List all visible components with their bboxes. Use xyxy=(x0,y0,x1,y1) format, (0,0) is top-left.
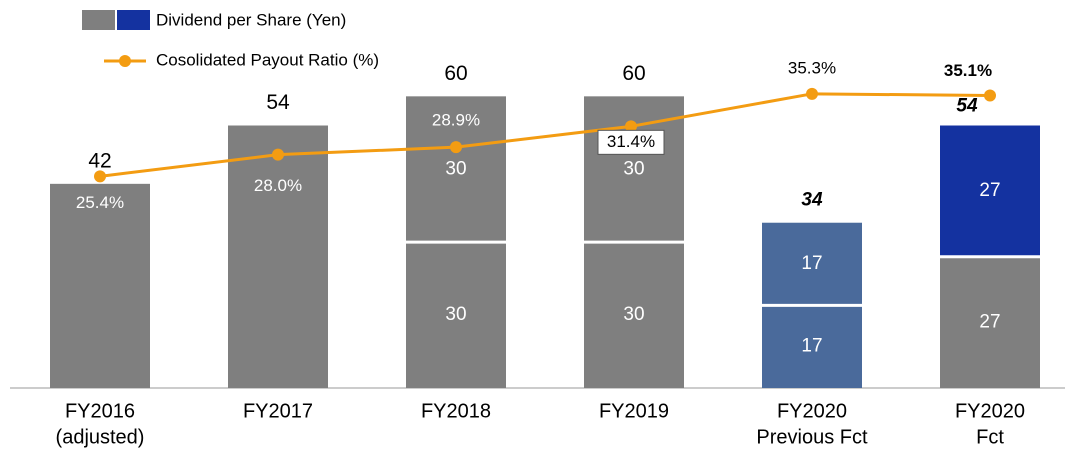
bar-segment xyxy=(50,183,150,388)
x-tick-label: Previous Fct xyxy=(756,426,868,448)
x-tick-label: FY2020 xyxy=(955,400,1025,422)
segment-label: 30 xyxy=(445,304,466,325)
total-label: 60 xyxy=(622,62,645,85)
label-box xyxy=(597,129,665,155)
legend-swatch xyxy=(82,10,115,30)
legend-label: Dividend per Share (Yen) xyxy=(156,10,346,29)
legend-swatch xyxy=(117,10,150,30)
segment-label: 30 xyxy=(445,158,466,179)
line xyxy=(99,92,991,178)
x-tick-label: (adjusted) xyxy=(56,426,145,448)
line-point xyxy=(806,87,818,100)
line-label: 28.0% xyxy=(254,176,302,195)
x-tick-label: FY2020 xyxy=(777,400,847,422)
x-tick-label: FY2017 xyxy=(243,400,313,422)
line-label: 28.9% xyxy=(432,111,480,130)
bar-segment xyxy=(406,242,506,388)
segment-label: 30 xyxy=(623,158,644,179)
line-label: 31.4% xyxy=(607,132,655,151)
x-tick-label: Fct xyxy=(976,426,1004,448)
line-point xyxy=(94,170,106,183)
segment-label: 27 xyxy=(979,180,1000,201)
x-tick-label: FY2018 xyxy=(421,400,491,422)
bar-segment xyxy=(584,242,684,388)
bar-segment xyxy=(762,222,862,306)
line-point xyxy=(984,89,996,102)
total-label: 54 xyxy=(956,96,978,117)
total-label: 42 xyxy=(88,149,111,172)
bar-segment xyxy=(228,125,328,388)
bar-segment xyxy=(762,305,862,388)
bar-segment xyxy=(406,96,506,243)
line-point xyxy=(450,141,462,154)
total-label: 34 xyxy=(801,190,823,211)
line-label: 25.4% xyxy=(76,193,124,212)
segment-label: 27 xyxy=(979,311,1000,332)
x-tick-label: FY2016 xyxy=(65,400,135,422)
total-label: 60 xyxy=(444,62,467,85)
legend-label: Cosolidated Payout Ratio (%) xyxy=(156,50,379,69)
total-label: 54 xyxy=(266,91,290,114)
segment-label: 17 xyxy=(801,336,822,357)
bar-segment xyxy=(940,125,1040,257)
line-label: 35.1% xyxy=(944,61,992,80)
line-label: 35.3% xyxy=(788,58,836,77)
line-point xyxy=(272,148,284,161)
legend-dot xyxy=(119,55,131,67)
segment-label: 30 xyxy=(623,304,644,325)
line-point xyxy=(625,120,637,133)
segment-label: 17 xyxy=(801,253,822,274)
bar-segment xyxy=(940,256,1040,388)
x-tick-label: FY2019 xyxy=(599,400,669,422)
